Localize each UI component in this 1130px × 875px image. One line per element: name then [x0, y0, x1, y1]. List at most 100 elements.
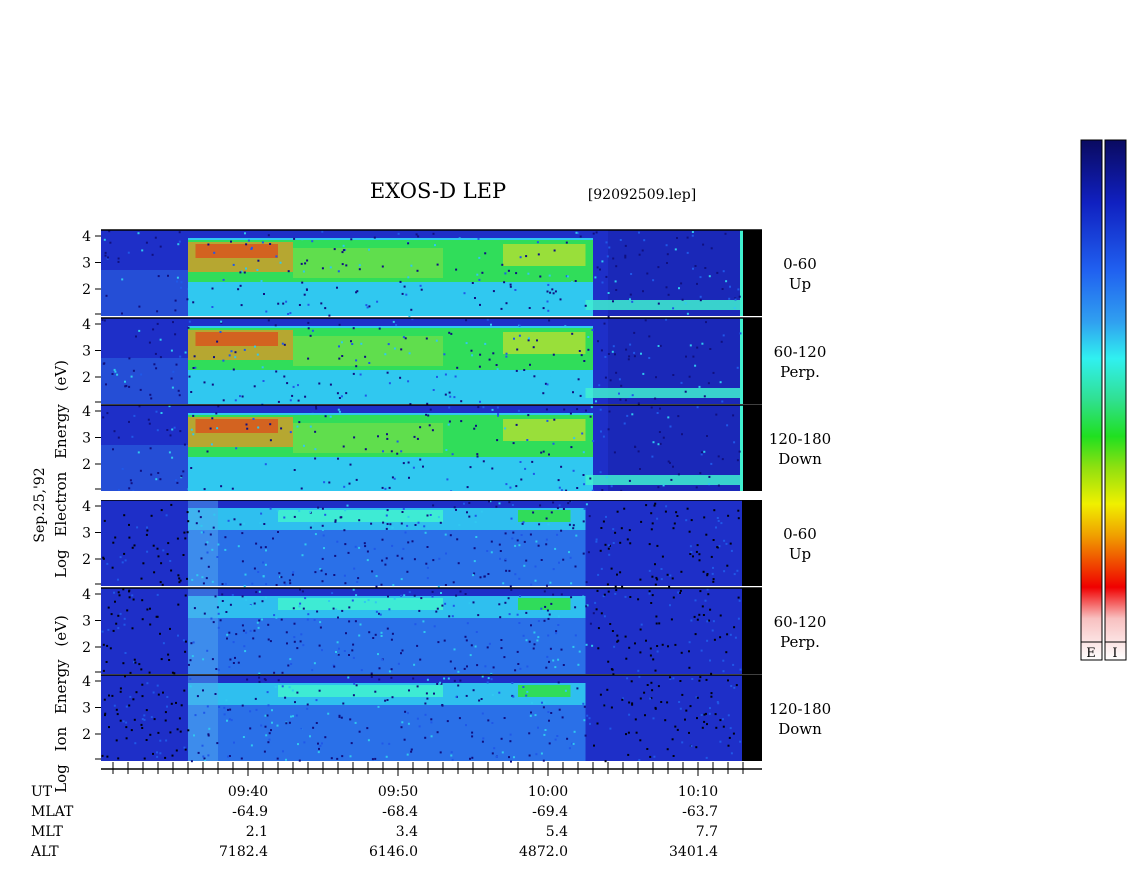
noise-speckle	[558, 561, 560, 564]
noise-speckle	[177, 574, 180, 577]
noise-speckle	[391, 526, 394, 529]
noise-speckle	[186, 511, 189, 514]
noise-speckle	[319, 626, 322, 629]
noise-speckle	[614, 531, 617, 534]
noise-speckle	[292, 715, 294, 718]
noise-speckle	[654, 563, 656, 566]
noise-speckle	[452, 581, 455, 584]
noise-speckle	[267, 638, 270, 641]
noise-speckle	[407, 276, 410, 279]
noise-speckle	[635, 731, 638, 734]
noise-speckle	[457, 670, 460, 673]
noise-speckle	[258, 619, 261, 622]
noise-speckle	[118, 594, 121, 597]
noise-speckle	[546, 300, 549, 303]
noise-speckle	[154, 236, 157, 239]
noise-speckle	[314, 430, 317, 433]
noise-speckle	[629, 542, 632, 545]
noise-speckle	[337, 270, 340, 273]
noise-speckle	[388, 608, 391, 611]
noise-speckle	[404, 710, 407, 713]
noise-speckle	[246, 427, 249, 430]
noise-speckle	[649, 654, 652, 657]
noise-speckle	[597, 627, 600, 630]
noise-speckle	[603, 322, 606, 325]
noise-speckle	[187, 326, 190, 329]
noise-speckle	[664, 510, 667, 513]
noise-speckle	[282, 302, 285, 305]
noise-speckle	[504, 601, 507, 604]
noise-speckle	[314, 571, 317, 574]
noise-speckle	[592, 612, 595, 615]
noise-speckle	[150, 397, 153, 400]
noise-speckle	[202, 689, 204, 692]
noise-speckle	[103, 319, 106, 322]
noise-speckle	[639, 578, 642, 581]
noise-speckle	[311, 412, 314, 415]
noise-speckle	[171, 428, 174, 431]
noise-speckle	[166, 696, 169, 698]
noise-speckle	[701, 451, 703, 454]
orbit-value: 10:00	[528, 784, 568, 800]
noise-speckle	[145, 533, 148, 536]
noise-speckle	[255, 708, 258, 711]
noise-speckle	[105, 661, 108, 663]
noise-speckle	[179, 579, 182, 582]
noise-speckle	[681, 433, 683, 436]
noise-speckle	[380, 583, 383, 586]
noise-speckle	[173, 426, 176, 429]
noise-speckle	[355, 291, 358, 294]
panel-late-yellow	[503, 332, 586, 354]
noise-speckle	[182, 554, 185, 556]
noise-speckle	[216, 427, 219, 430]
noise-speckle	[358, 730, 361, 733]
noise-speckle	[293, 622, 296, 625]
noise-speckle	[654, 583, 657, 586]
noise-speckle	[643, 239, 646, 242]
noise-speckle	[703, 516, 706, 519]
noise-speckle	[553, 249, 556, 252]
noise-speckle	[103, 362, 106, 365]
noise-speckle	[277, 531, 279, 533]
noise-speckle	[381, 538, 384, 541]
noise-speckle	[612, 257, 615, 260]
noise-speckle	[642, 290, 644, 293]
noise-speckle	[522, 634, 525, 637]
noise-speckle	[228, 631, 231, 634]
noise-speckle	[503, 717, 506, 719]
noise-speckle	[320, 302, 323, 305]
noise-speckle	[355, 594, 358, 597]
noise-speckle	[117, 614, 120, 617]
noise-speckle	[263, 293, 265, 295]
noise-speckle	[685, 519, 688, 522]
noise-speckle	[552, 353, 555, 356]
noise-speckle	[582, 702, 585, 705]
noise-speckle	[475, 536, 478, 538]
noise-speckle	[444, 393, 447, 396]
noise-speckle	[211, 417, 214, 420]
noise-speckle	[116, 713, 119, 716]
noise-speckle	[129, 695, 132, 698]
noise-speckle	[638, 231, 640, 234]
noise-speckle	[328, 600, 331, 602]
noise-speckle	[472, 601, 475, 604]
orbit-value: -69.4	[532, 804, 568, 820]
noise-speckle	[289, 582, 292, 585]
noise-speckle	[676, 728, 679, 731]
noise-speckle	[512, 695, 515, 698]
noise-speckle	[321, 524, 324, 527]
noise-speckle	[386, 523, 389, 525]
noise-speckle	[431, 590, 434, 593]
noise-speckle	[434, 244, 436, 247]
noise-speckle	[600, 612, 603, 615]
noise-speckle	[466, 622, 469, 625]
noise-speckle	[517, 663, 520, 665]
noise-speckle	[299, 640, 302, 643]
noise-speckle	[596, 722, 599, 725]
noise-speckle	[621, 698, 624, 701]
noise-speckle	[172, 321, 174, 324]
noise-speckle	[324, 736, 327, 739]
noise-speckle	[174, 309, 177, 312]
noise-speckle	[667, 645, 669, 648]
noise-speckle	[649, 697, 652, 700]
